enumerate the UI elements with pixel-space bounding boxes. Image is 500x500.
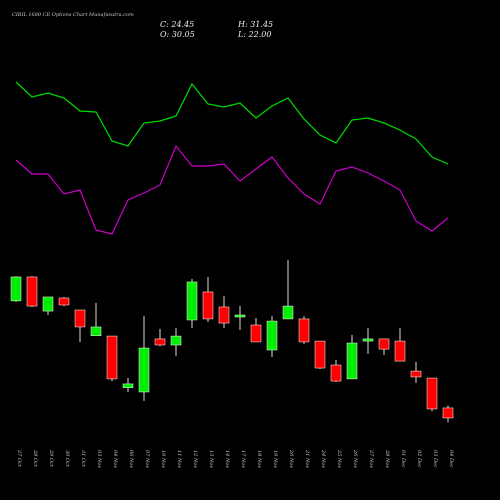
x-tick-label: 28 Nov: [384, 449, 390, 468]
ohlc-close: C: 24.45: [160, 20, 194, 29]
x-tick-label: 03 Nov: [96, 450, 102, 468]
candle-body: [106, 335, 118, 380]
x-tick-label: 26 Nov: [352, 449, 358, 468]
candle-body: [282, 305, 294, 320]
x-tick-label: 13 Nov: [208, 450, 214, 468]
x-tick-label: 04 Nov: [112, 450, 118, 468]
chart-title: CIBIL 1680 CE Options Chart Munafasutra.…: [12, 12, 134, 18]
x-tick-label: 14 Nov: [224, 450, 230, 468]
x-tick-label: 25 Nov: [336, 449, 342, 468]
x-tick-label: 27 Oct: [16, 449, 22, 468]
candle-body: [42, 296, 54, 312]
candle-body: [426, 377, 438, 410]
candle-body: [330, 364, 342, 382]
candle-body: [90, 326, 102, 336]
x-tick-label: 11 Nov: [176, 450, 182, 468]
x-tick-label: 06 Nov: [128, 450, 134, 468]
candle-body: [26, 276, 38, 307]
indicator-line: [15, 81, 449, 165]
x-tick-label: 27 Nov: [368, 449, 374, 468]
x-tick-label: 20 Nov: [288, 449, 294, 468]
x-tick-label: 21 Nov: [304, 449, 310, 468]
x-tick-label: 17 Nov: [240, 450, 246, 468]
candle-body: [362, 338, 374, 342]
candle-body: [74, 309, 86, 328]
candle-body: [346, 342, 358, 380]
x-tick-label: 28 Oct: [32, 449, 38, 468]
candle-body: [410, 370, 422, 378]
ohlc-low: L: 22.00: [237, 30, 271, 39]
x-tick-label: 04 Dec: [448, 450, 454, 468]
candle-body: [250, 324, 262, 343]
candle-body: [186, 281, 198, 321]
candle-body: [202, 291, 214, 320]
x-tick-label: 18 Nov: [256, 450, 262, 468]
x-tick-label: 19 Nov: [272, 450, 278, 468]
candle-body: [266, 320, 278, 351]
candle-body: [314, 340, 326, 369]
candle-body: [58, 297, 70, 306]
candle-body: [442, 407, 454, 419]
x-tick-label: 24 Nov: [320, 449, 326, 468]
candle-body: [298, 318, 310, 343]
x-tick-label: 07 Nov: [144, 450, 150, 468]
candle-body: [154, 338, 166, 346]
x-tick-label: 03 Dec: [432, 450, 438, 468]
candle-body: [170, 335, 182, 346]
candle-body: [394, 340, 406, 362]
x-tick-label: 12 Nov: [192, 450, 198, 468]
ohlc-high: H: 31.45: [237, 20, 273, 29]
x-tick-label: 30 Oct: [64, 450, 70, 468]
candle-body: [234, 314, 246, 318]
x-tick-label: 02 Dec: [416, 450, 422, 468]
indicator-line: [15, 144, 449, 235]
candle-body: [218, 306, 230, 324]
candle-body: [10, 276, 22, 302]
x-tick-label: 31 Oct: [80, 450, 86, 468]
x-tick-label: 29 Oct: [48, 449, 54, 468]
candle-body: [122, 383, 134, 388]
x-tick-label: 01 Dec: [400, 450, 406, 468]
x-tick-label: 10 Nov: [160, 450, 166, 468]
ohlc-open: O: 30.05: [160, 30, 195, 39]
candle-body: [378, 338, 390, 350]
candle-body: [138, 347, 150, 393]
